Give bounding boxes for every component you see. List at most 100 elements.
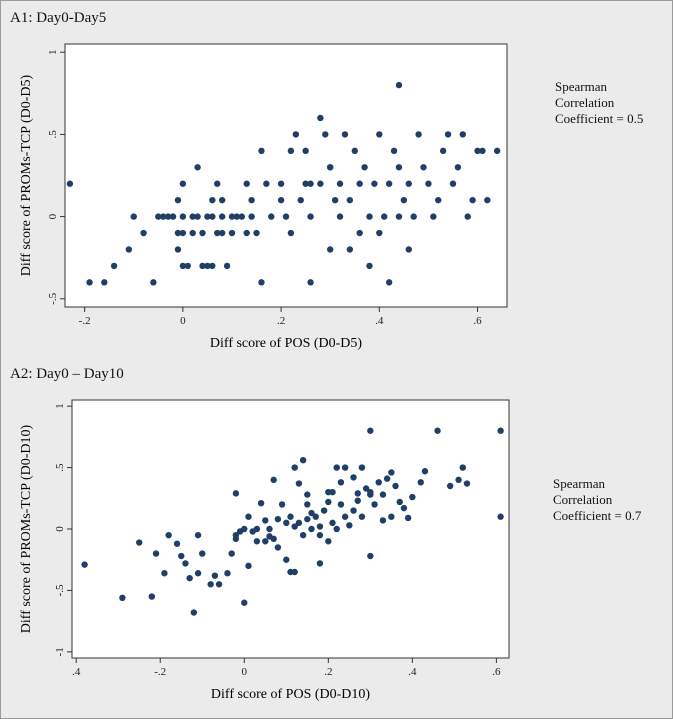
data-point xyxy=(455,476,462,484)
x-axis-label: Diff score of POS (D0-D5) xyxy=(210,336,362,351)
data-point xyxy=(101,279,108,286)
data-point xyxy=(258,147,265,155)
data-point xyxy=(86,279,93,286)
y-tick-label: -.5 xyxy=(54,584,66,596)
data-point xyxy=(245,562,252,570)
data-point xyxy=(199,229,206,237)
data-point xyxy=(178,552,185,560)
data-point xyxy=(376,131,383,138)
data-point xyxy=(395,81,403,89)
data-point xyxy=(497,513,504,520)
plot-area xyxy=(71,399,510,659)
data-point xyxy=(211,572,219,579)
data-point xyxy=(333,464,340,471)
data-point xyxy=(307,213,314,220)
data-point xyxy=(404,514,412,522)
data-point xyxy=(228,550,235,557)
annotation-line: Spearman xyxy=(553,476,605,491)
data-point xyxy=(241,525,248,533)
data-point xyxy=(232,490,240,497)
x-tick-label: .2 xyxy=(324,666,332,678)
data-point xyxy=(232,535,240,543)
data-point xyxy=(341,464,349,471)
data-point xyxy=(283,519,290,527)
data-point xyxy=(376,229,383,237)
data-point xyxy=(308,525,315,533)
data-point xyxy=(356,229,363,237)
data-point xyxy=(329,519,336,527)
x-tick-label: .2 xyxy=(277,315,285,327)
data-point xyxy=(362,485,370,492)
data-point xyxy=(379,517,387,524)
data-point xyxy=(400,196,408,204)
data-point xyxy=(316,560,324,567)
data-point xyxy=(199,262,206,270)
data-point xyxy=(295,480,303,487)
data-point xyxy=(194,570,202,577)
x-tick-label: .4 xyxy=(72,666,81,678)
data-point xyxy=(186,574,193,582)
x-tick-label: 0 xyxy=(180,315,186,327)
data-point xyxy=(351,147,358,155)
data-point xyxy=(218,213,226,220)
data-point xyxy=(331,196,339,204)
annotation-line: Correlation xyxy=(555,95,615,110)
data-point xyxy=(218,229,226,237)
data-point xyxy=(302,147,309,155)
data-point xyxy=(253,538,261,545)
data-point xyxy=(179,262,187,270)
panel-a1-title: A1: Day0-Day5 xyxy=(10,10,107,26)
data-point xyxy=(325,538,332,545)
data-point xyxy=(248,213,255,220)
data-point xyxy=(283,556,290,563)
data-point xyxy=(381,213,388,220)
y-tick-label: 0 xyxy=(54,526,66,532)
data-point xyxy=(390,147,398,155)
data-point xyxy=(110,262,118,270)
scatter-chart-a2: -1 -.5 0 .5 1 .4 -.2 0 .2 .4 .6 Diff score of POS (… xyxy=(19,399,510,702)
annotation-line: Coefficient = 0.5 xyxy=(555,111,644,126)
data-point xyxy=(262,517,269,524)
data-point xyxy=(302,180,309,187)
data-point xyxy=(204,262,211,270)
x-tick-label: .6 xyxy=(473,315,482,327)
data-point xyxy=(346,196,354,204)
data-point xyxy=(182,560,189,567)
data-point xyxy=(214,180,221,187)
data-point xyxy=(194,531,202,539)
data-point xyxy=(274,544,282,551)
y-axis-label: Diff score of PROMs-TCP (D0-D10) xyxy=(19,424,34,633)
data-point xyxy=(266,525,273,533)
data-point xyxy=(224,570,231,577)
y-tick-label: .5 xyxy=(47,130,59,139)
data-point xyxy=(354,497,361,504)
data-point xyxy=(209,213,216,220)
data-point xyxy=(161,570,168,577)
data-point xyxy=(341,513,349,520)
data-point xyxy=(388,469,395,476)
data-point xyxy=(66,180,74,187)
data-point xyxy=(336,213,344,220)
data-point xyxy=(274,515,282,523)
data-point xyxy=(194,164,201,171)
data-point xyxy=(169,213,177,220)
data-point xyxy=(291,464,298,471)
data-point xyxy=(371,501,378,508)
data-point xyxy=(317,180,324,187)
data-point xyxy=(375,479,382,486)
data-point xyxy=(173,540,181,547)
data-point xyxy=(410,213,417,220)
data-point xyxy=(190,609,198,616)
data-point xyxy=(218,196,226,204)
data-point xyxy=(291,523,298,530)
data-point xyxy=(238,213,245,220)
data-point xyxy=(304,491,311,498)
data-point xyxy=(150,279,157,286)
data-point xyxy=(396,498,403,506)
scatter-chart-a1: -.5 0 .5 1 -.2 0 .2 .4 .6 Diff score of POS (D0-D… xyxy=(19,43,508,351)
data-point xyxy=(245,513,252,520)
y-axis-label: Diff score of PROMs-TCP (D0-D5) xyxy=(19,74,34,276)
data-point xyxy=(497,427,504,434)
data-point xyxy=(446,482,454,490)
data-point xyxy=(248,196,255,204)
